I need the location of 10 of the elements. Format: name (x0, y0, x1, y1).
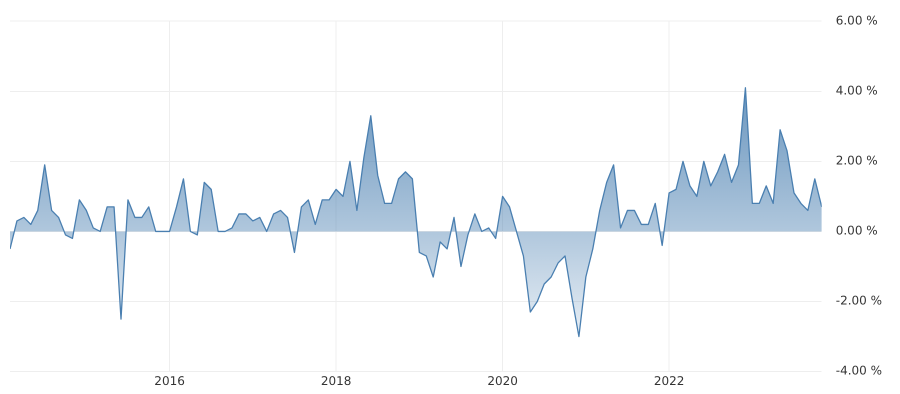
y-tick-label: 2.00 % (836, 153, 878, 168)
y-tick-label: -2.00 % (836, 294, 882, 308)
x-tick-label: 2020 (487, 374, 518, 388)
y-tick-label: 4.00 % (836, 83, 878, 98)
x-tick-label: 2022 (654, 374, 684, 388)
x-tick-label: 2016 (154, 374, 185, 388)
y-tick-label: -4.00 % (836, 364, 882, 378)
y-tick-label: 6.00 % (836, 13, 878, 28)
y-tick-label: 0.00 % (836, 224, 878, 238)
x-tick-label: 2018 (320, 374, 352, 388)
